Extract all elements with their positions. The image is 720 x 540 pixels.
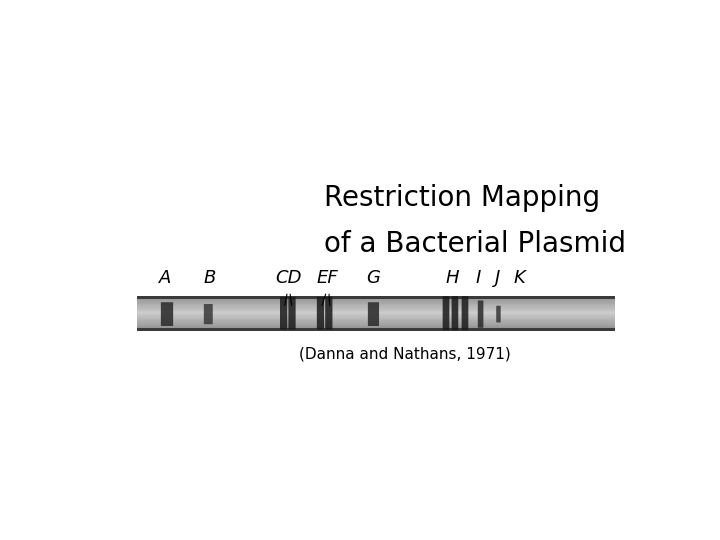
- Text: of a Bacterial Plasmid: of a Bacterial Plasmid: [324, 230, 626, 258]
- FancyBboxPatch shape: [289, 297, 296, 329]
- FancyBboxPatch shape: [496, 306, 500, 322]
- Bar: [138, 322, 615, 323]
- FancyBboxPatch shape: [443, 296, 449, 330]
- Text: I: I: [475, 269, 480, 287]
- Text: (Danna and Nathans, 1971): (Danna and Nathans, 1971): [300, 346, 511, 361]
- Bar: [138, 313, 615, 314]
- Bar: [138, 301, 615, 302]
- Bar: [138, 305, 615, 306]
- FancyBboxPatch shape: [368, 302, 379, 326]
- Bar: [138, 303, 615, 305]
- FancyBboxPatch shape: [462, 296, 468, 330]
- Bar: [138, 309, 615, 310]
- Text: CD: CD: [275, 269, 302, 287]
- Bar: [138, 320, 615, 321]
- Bar: [138, 328, 615, 329]
- Bar: [138, 300, 615, 301]
- Bar: [138, 312, 615, 313]
- Text: K: K: [514, 269, 526, 287]
- Bar: [138, 324, 615, 325]
- Bar: [138, 329, 615, 330]
- Bar: [138, 319, 615, 320]
- Bar: [138, 327, 615, 328]
- Bar: [138, 328, 615, 331]
- FancyBboxPatch shape: [317, 297, 324, 329]
- Text: B: B: [204, 269, 216, 287]
- Bar: [138, 315, 615, 316]
- Bar: [138, 316, 615, 317]
- Bar: [138, 310, 615, 312]
- Bar: [138, 306, 615, 307]
- FancyBboxPatch shape: [204, 304, 213, 324]
- FancyBboxPatch shape: [161, 302, 173, 326]
- Bar: [138, 326, 615, 327]
- Bar: [138, 296, 615, 298]
- Bar: [138, 308, 615, 309]
- FancyBboxPatch shape: [478, 300, 483, 328]
- Bar: [138, 318, 615, 319]
- Text: A: A: [159, 269, 171, 287]
- Bar: [138, 302, 615, 303]
- Bar: [138, 330, 615, 331]
- FancyBboxPatch shape: [280, 297, 287, 329]
- Bar: [138, 295, 615, 296]
- Bar: [138, 307, 615, 308]
- Bar: [138, 314, 615, 315]
- Text: Restriction Mapping: Restriction Mapping: [324, 184, 600, 212]
- Bar: [138, 325, 615, 326]
- FancyBboxPatch shape: [325, 297, 333, 329]
- Bar: [138, 321, 615, 322]
- Text: H: H: [446, 269, 459, 287]
- Text: EF: EF: [316, 269, 338, 287]
- Text: G: G: [366, 269, 380, 287]
- Bar: [138, 298, 615, 299]
- FancyBboxPatch shape: [451, 296, 459, 330]
- Bar: [138, 299, 615, 300]
- Bar: [138, 295, 615, 299]
- Bar: [138, 323, 615, 324]
- Bar: [138, 317, 615, 318]
- Text: J: J: [495, 269, 500, 287]
